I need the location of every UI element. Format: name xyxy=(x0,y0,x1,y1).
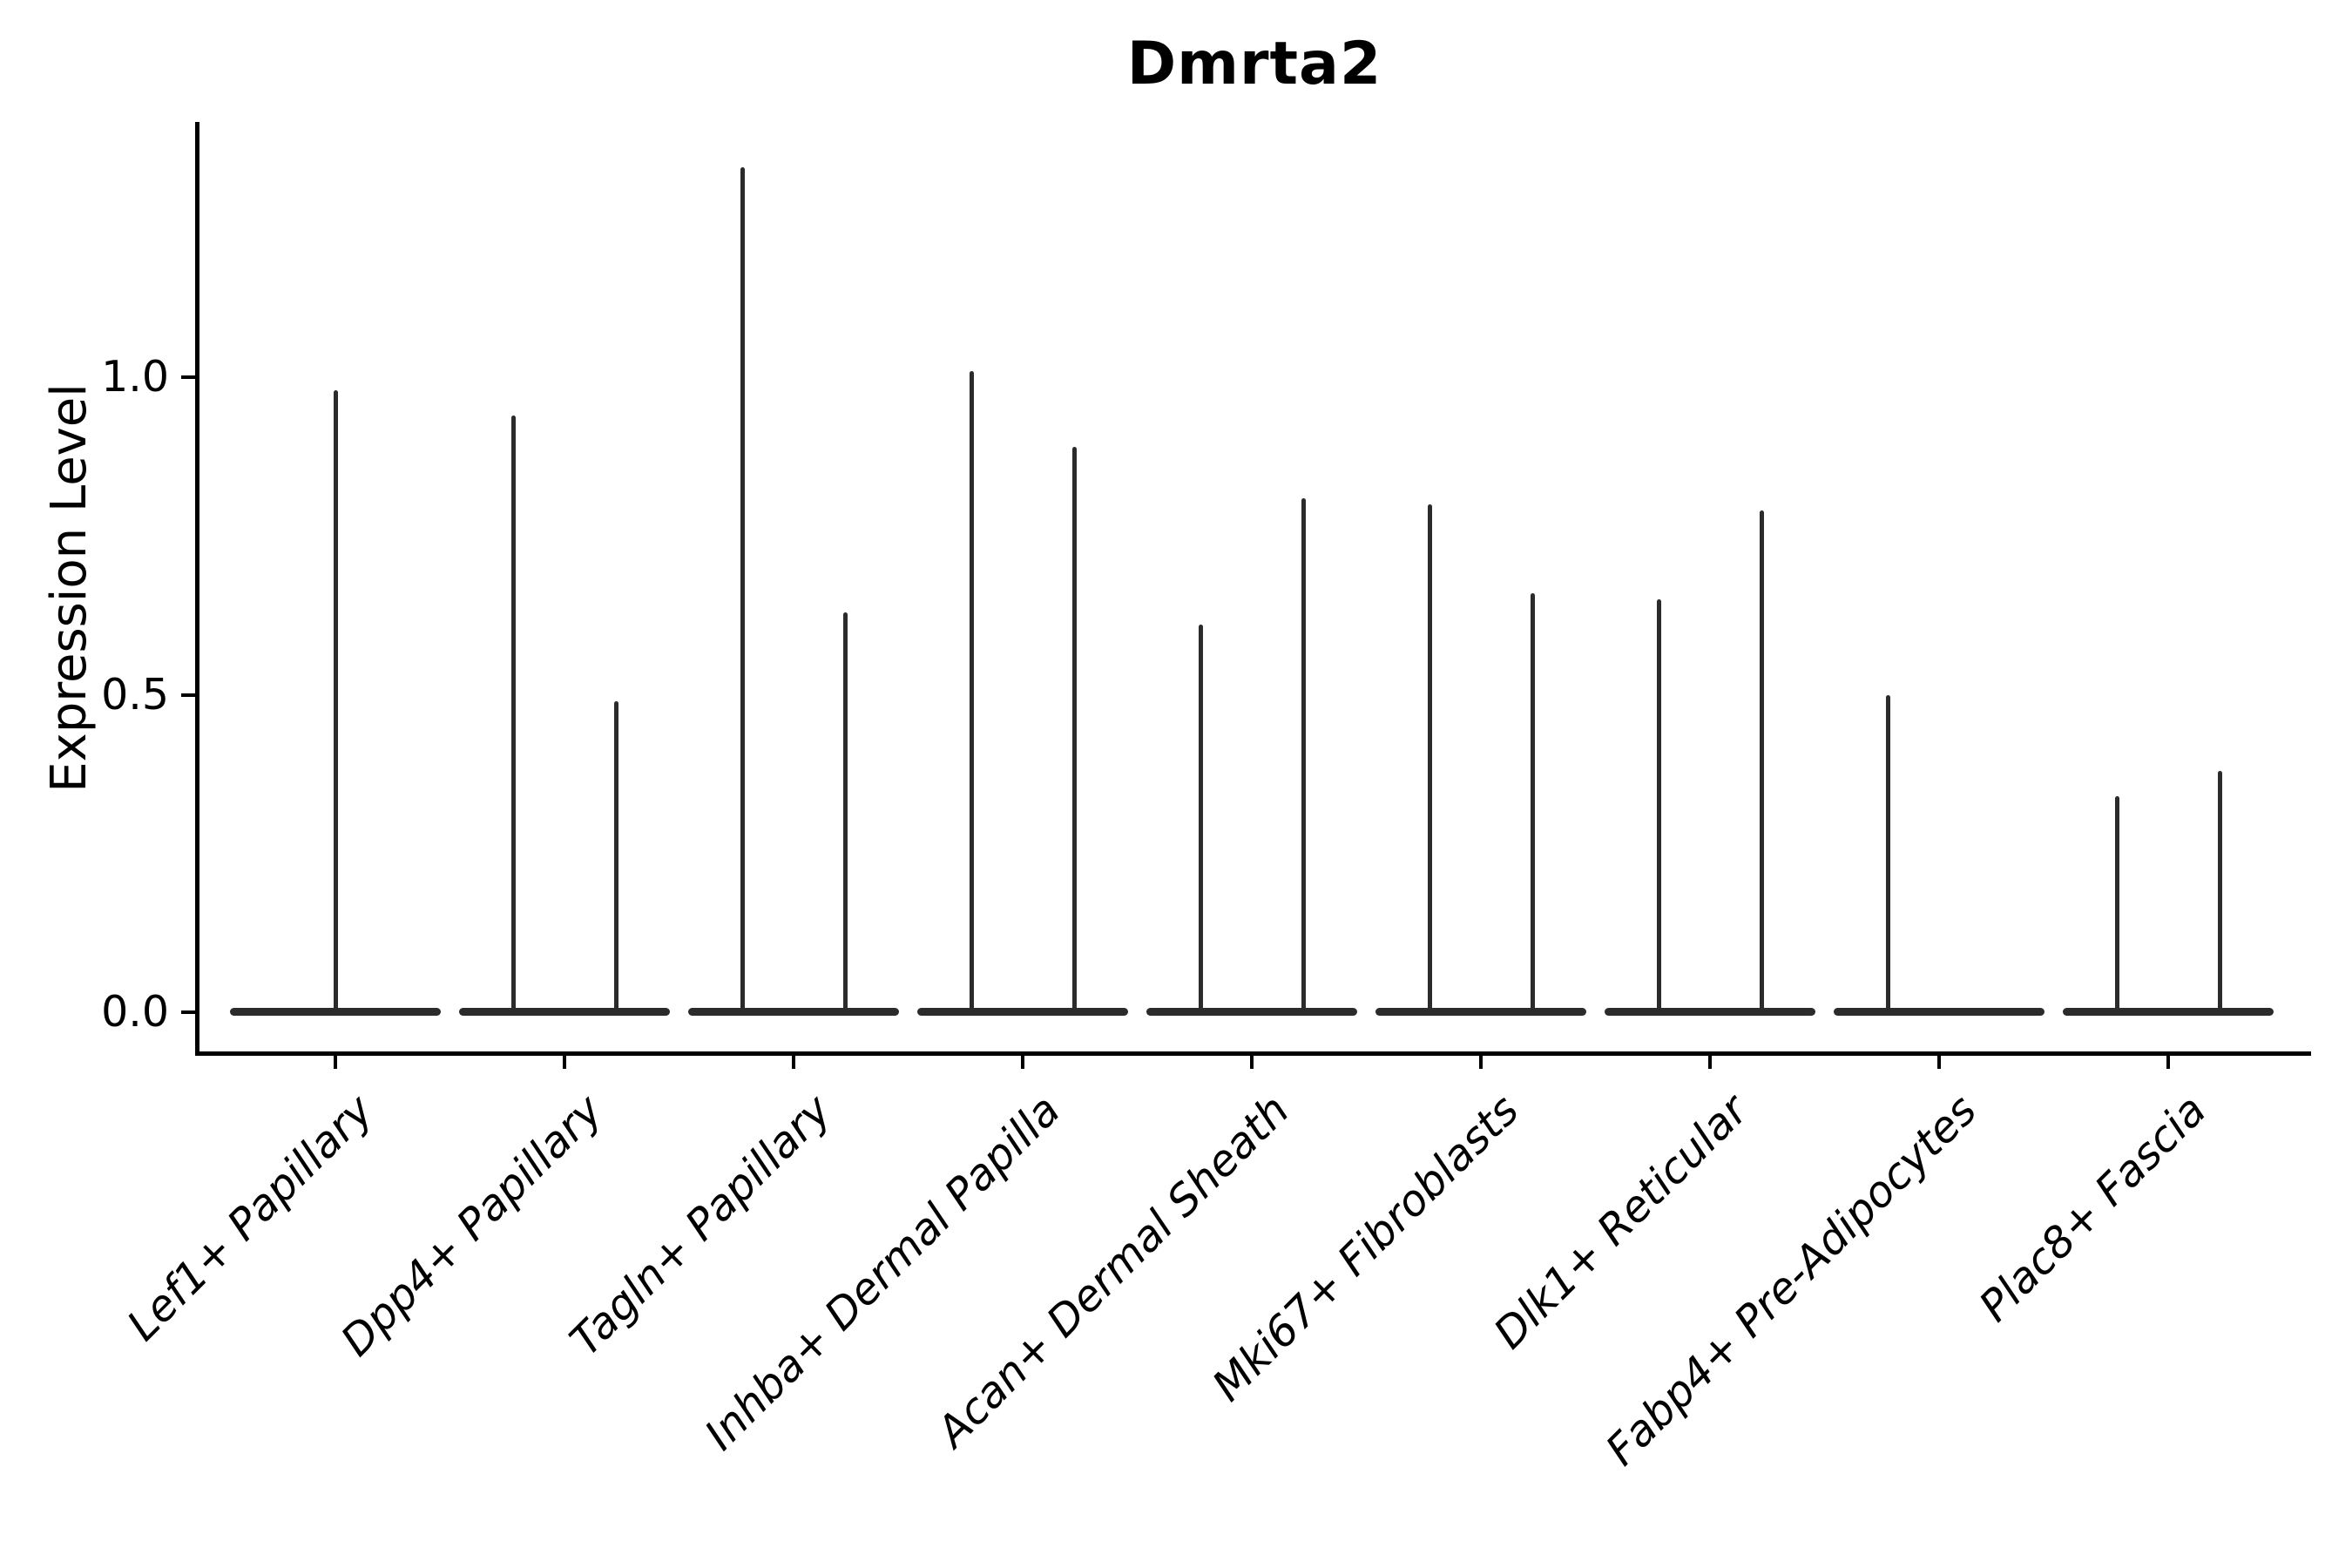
violin-base xyxy=(1146,1008,1357,1016)
violin-spike xyxy=(2114,796,2119,1012)
y-tick-label: 0.0 xyxy=(101,987,169,1037)
violin-spike xyxy=(1656,599,1661,1012)
violin-spike xyxy=(1427,504,1432,1012)
x-tick-mark xyxy=(1937,1056,1941,1069)
violin-base xyxy=(917,1008,1128,1016)
violin-spike xyxy=(842,612,848,1012)
violin-base xyxy=(1605,1008,1815,1016)
y-tick-label: 0.5 xyxy=(101,669,169,720)
x-tick-label: Plac8+ Fascia xyxy=(1969,1085,2216,1332)
y-axis-spine xyxy=(195,122,199,1056)
x-tick-label: Fabp4+ Pre-Adipocytes xyxy=(1596,1085,1987,1476)
violin-spike xyxy=(2217,770,2222,1012)
violin-base xyxy=(1834,1008,2044,1016)
violin-base xyxy=(2063,1008,2274,1016)
violin-spike xyxy=(1885,694,1890,1012)
y-axis-label: Expression Level xyxy=(41,383,98,793)
violin-spike xyxy=(1530,592,1535,1012)
x-tick-mark xyxy=(2166,1056,2170,1069)
x-tick-mark xyxy=(1708,1056,1712,1069)
violin-spike xyxy=(333,389,338,1012)
x-tick-label: Dlk1+ Reticular xyxy=(1484,1085,1758,1359)
violin-spike xyxy=(1301,497,1306,1012)
violin-spike xyxy=(969,370,974,1012)
x-tick-label: Lef1+ Papillary xyxy=(117,1085,383,1351)
x-tick-mark xyxy=(1021,1056,1024,1069)
violin-base xyxy=(688,1008,899,1016)
x-tick-mark xyxy=(563,1056,566,1069)
x-tick-mark xyxy=(792,1056,795,1069)
violin-base xyxy=(1375,1008,1586,1016)
violin-spike xyxy=(1198,625,1203,1012)
x-tick-mark xyxy=(334,1056,337,1069)
y-tick-label: 1.0 xyxy=(101,352,169,402)
violin-base xyxy=(459,1008,670,1016)
violin-spike xyxy=(1071,447,1077,1012)
y-tick-mark xyxy=(181,693,195,697)
y-tick-mark xyxy=(181,1010,195,1014)
violin-spike xyxy=(1759,510,1764,1012)
chart-title: Dmrta2 xyxy=(1126,30,1382,98)
violin-spike xyxy=(510,415,516,1012)
violin-spike xyxy=(613,700,618,1012)
x-tick-mark xyxy=(1479,1056,1483,1069)
x-axis-spine xyxy=(195,1051,2311,1056)
x-tick-mark xyxy=(1250,1056,1254,1069)
y-tick-mark xyxy=(181,375,195,379)
violin-spike xyxy=(740,167,745,1012)
